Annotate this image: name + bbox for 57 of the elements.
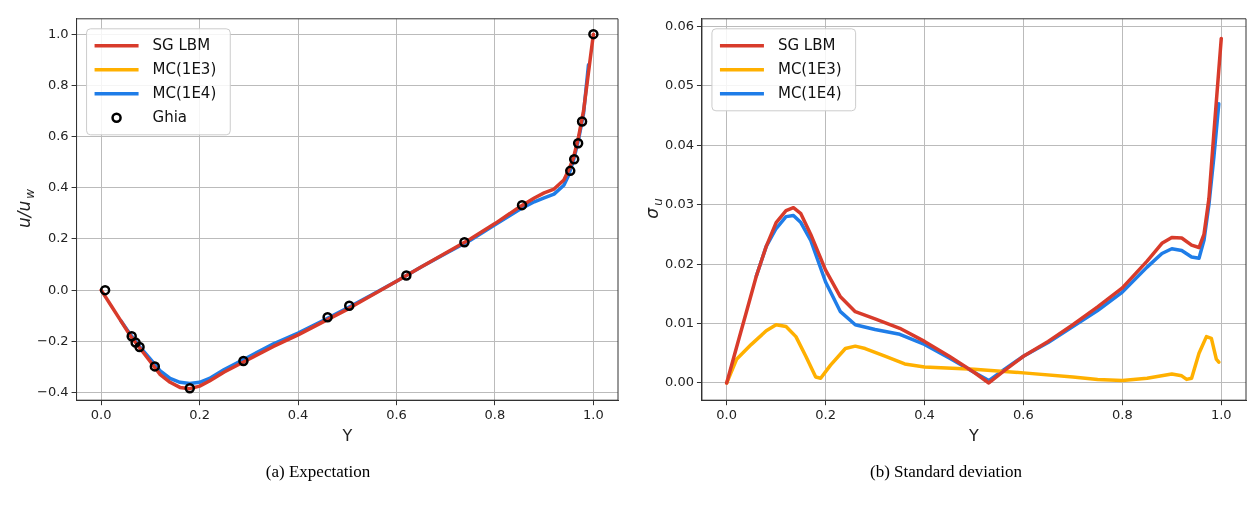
- y-tick-label: 0.0: [47, 281, 69, 297]
- y-tick-label: 0.02: [664, 255, 694, 271]
- x-axis-title: Y: [968, 425, 980, 445]
- point: [568, 154, 580, 165]
- x-axis-title: Y: [341, 425, 353, 445]
- y-tick-label: 0.00: [664, 374, 694, 390]
- y-axis-title: σu: [642, 198, 666, 219]
- point: [572, 137, 584, 149]
- point: [126, 330, 137, 342]
- x-tick-label: 0.2: [189, 407, 210, 423]
- y-tick-label: 0.03: [664, 196, 694, 212]
- x-tick-label: 1.0: [583, 407, 604, 423]
- legend-label: MC(1E4): [152, 83, 217, 102]
- point: [401, 270, 412, 281]
- point: [184, 382, 196, 394]
- x-tick-label: 0.0: [716, 407, 738, 423]
- x-tick-label: 0.8: [1112, 407, 1133, 423]
- y-tick-label: 0.04: [664, 136, 694, 152]
- y-axis-title: u/uw: [14, 188, 38, 228]
- point: [588, 28, 599, 40]
- y-tick-label: 1.0: [47, 25, 69, 41]
- y-tick-label: 0.05: [664, 77, 694, 93]
- x-tick-label: 0.4: [914, 407, 935, 423]
- point: [576, 116, 588, 127]
- x-tick-label: 0.4: [287, 407, 309, 423]
- legend-label: MC(1E3): [777, 59, 842, 78]
- y-tick-label: 0.06: [664, 17, 694, 33]
- x-tick-label: 1.0: [1210, 407, 1232, 423]
- point: [99, 284, 111, 296]
- legend-label: SG LBM: [777, 35, 836, 54]
- point: [149, 361, 161, 372]
- y-tick-label: 0.8: [47, 76, 69, 92]
- legend-label: SG LBM: [152, 35, 211, 54]
- text: (b) Standard deviation: [869, 462, 1023, 482]
- x-tick-label: 0.8: [484, 407, 506, 423]
- point: [130, 337, 141, 348]
- point: [459, 237, 470, 248]
- point: [516, 199, 528, 211]
- y-tick-label: 0.01: [664, 314, 694, 330]
- legend-label: MC(1E3): [152, 59, 217, 78]
- y-tick-label: −0.2: [36, 332, 69, 348]
- point: [344, 300, 355, 311]
- x-tick-label: 0.6: [386, 407, 407, 423]
- point: [238, 355, 249, 367]
- legend-label: MC(1E4): [777, 83, 842, 102]
- y-tick-label: 0.6: [47, 127, 69, 143]
- point: [565, 165, 576, 177]
- x-tick-label: 0.6: [1013, 407, 1034, 423]
- point: [134, 341, 145, 353]
- x-tick-label: 0.0: [90, 407, 112, 423]
- y-tick-label: 0.4: [47, 179, 69, 195]
- y-tick-label: 0.2: [47, 230, 69, 246]
- legend-label: Ghia: [152, 107, 188, 126]
- text: (a) Expectation: [264, 462, 372, 482]
- y-tick-label: −0.4: [36, 383, 69, 399]
- x-tick-label: 0.2: [815, 407, 836, 423]
- point: [322, 312, 333, 323]
